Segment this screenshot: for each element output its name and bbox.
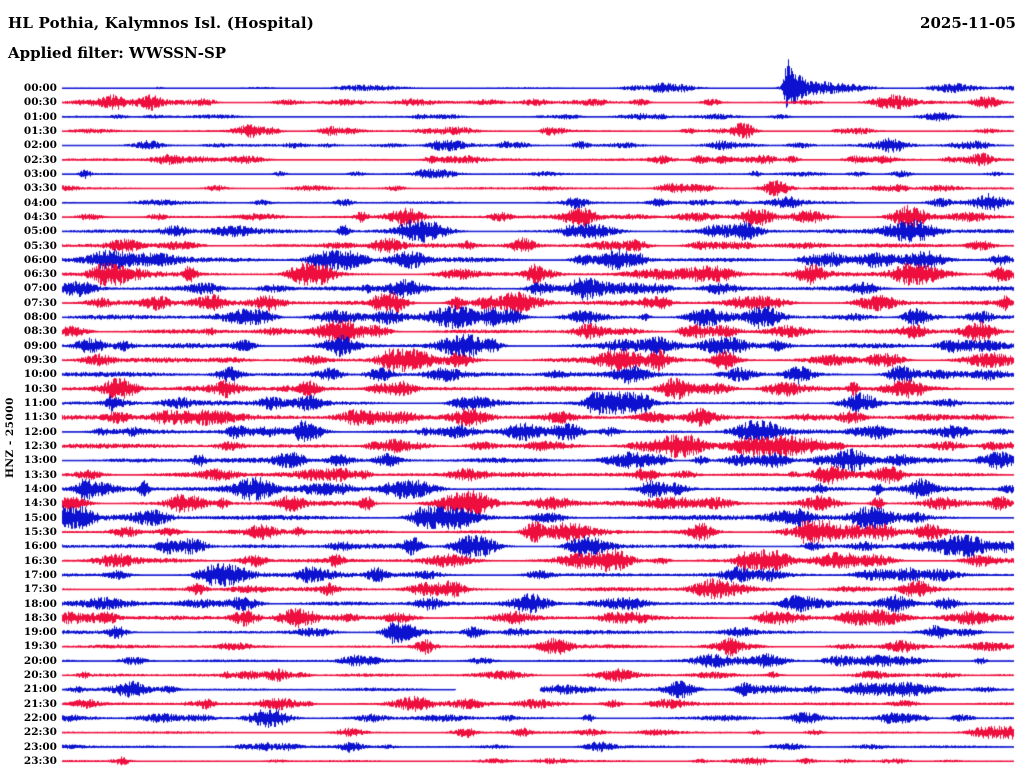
time-label: 18:30 <box>23 611 57 624</box>
time-label: 20:30 <box>23 669 57 682</box>
time-label: 00:30 <box>23 96 57 109</box>
time-label: 13:30 <box>23 468 57 481</box>
time-label: 14:30 <box>23 497 57 510</box>
time-label: 22:30 <box>23 726 57 739</box>
time-label: 08:00 <box>23 311 57 324</box>
time-label: 06:30 <box>23 268 57 281</box>
time-label: 22:00 <box>23 712 57 725</box>
time-label: 10:00 <box>23 368 57 381</box>
time-label: 12:00 <box>23 425 57 438</box>
time-label: 14:00 <box>23 482 57 495</box>
time-label: 13:00 <box>23 454 57 467</box>
time-label: 04:30 <box>23 210 57 223</box>
time-label: 07:00 <box>23 282 57 295</box>
time-label: 17:00 <box>23 568 57 581</box>
time-label: 03:00 <box>23 167 57 180</box>
time-label: 20:00 <box>23 654 57 667</box>
time-label: 01:00 <box>23 110 57 123</box>
time-label: 21:30 <box>23 697 57 710</box>
applied-filter-label: Applied filter: WWSSN-SP <box>8 44 227 62</box>
time-label: 16:30 <box>23 554 57 567</box>
time-label: 17:30 <box>23 583 57 596</box>
time-label: 01:30 <box>23 124 57 137</box>
time-label: 07:30 <box>23 296 57 309</box>
time-label: 16:00 <box>23 540 57 553</box>
time-label: 23:30 <box>23 755 57 768</box>
time-label: 18:00 <box>23 597 57 610</box>
time-label: 00:00 <box>23 82 57 94</box>
time-label: 05:30 <box>23 239 57 252</box>
time-label: 09:30 <box>23 354 57 367</box>
time-label: 11:00 <box>23 397 57 410</box>
time-label: 19:00 <box>23 626 57 639</box>
time-label: 10:30 <box>23 382 57 395</box>
time-label: 21:00 <box>23 683 57 696</box>
time-label: 15:00 <box>23 511 57 524</box>
time-label: 15:30 <box>23 525 57 538</box>
time-label: 11:30 <box>23 411 57 424</box>
time-label: 08:30 <box>23 325 57 338</box>
time-label: 03:30 <box>23 182 57 195</box>
time-label: 04:00 <box>23 196 57 209</box>
time-label: 06:00 <box>23 253 57 266</box>
time-label: 02:30 <box>23 153 57 166</box>
record-date: 2025-11-05 <box>920 14 1016 32</box>
station-title: HL Pothia, Kalymnos Isl. (Hospital) <box>8 14 315 32</box>
time-label: 23:00 <box>23 740 57 753</box>
time-label: 05:00 <box>23 225 57 238</box>
time-label: 09:00 <box>23 339 57 352</box>
time-label: 02:00 <box>23 139 57 152</box>
time-label: 19:30 <box>23 640 57 653</box>
time-label: 12:30 <box>23 440 57 452</box>
